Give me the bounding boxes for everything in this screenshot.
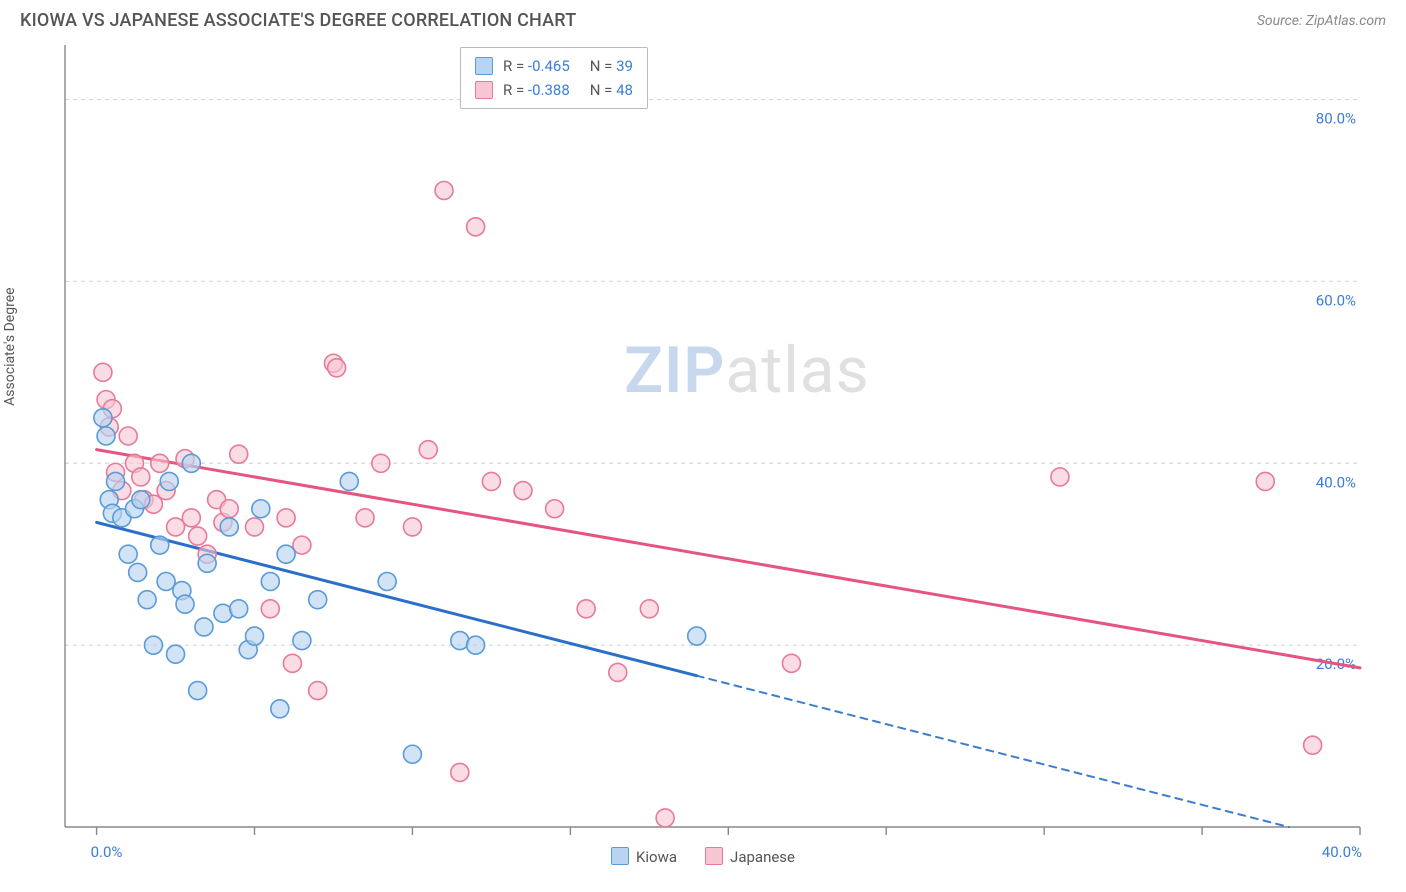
svg-text:80.0%: 80.0% [1316, 110, 1356, 128]
svg-text:40.0%: 40.0% [1316, 473, 1356, 491]
chart-source: Source: ZipAtlas.com [1257, 13, 1386, 29]
legend-row: R = -0.388N = 48 [475, 78, 633, 102]
y-axis-label: Associate's Degree [2, 287, 18, 405]
scatter-chart: 0.0%40.0%20.0%40.0%60.0%80.0% [20, 37, 1386, 877]
chart-title: KIOWA VS JAPANESE ASSOCIATE'S DEGREE COR… [20, 10, 576, 31]
svg-text:60.0%: 60.0% [1316, 291, 1356, 309]
correlation-legend: R = -0.465N = 39R = -0.388N = 48 [460, 47, 648, 109]
chart-container: Associate's Degree 0.0%40.0%20.0%40.0%60… [20, 37, 1386, 877]
svg-text:0.0%: 0.0% [91, 843, 123, 861]
chart-header: KIOWA VS JAPANESE ASSOCIATE'S DEGREE COR… [0, 0, 1406, 37]
legend-item: Japanese [705, 847, 795, 866]
legend-row: R = -0.465N = 39 [475, 54, 633, 78]
series-legend: Kiowa Japanese [611, 847, 795, 866]
svg-text:40.0%: 40.0% [1322, 843, 1362, 861]
legend-item: Kiowa [611, 847, 677, 866]
